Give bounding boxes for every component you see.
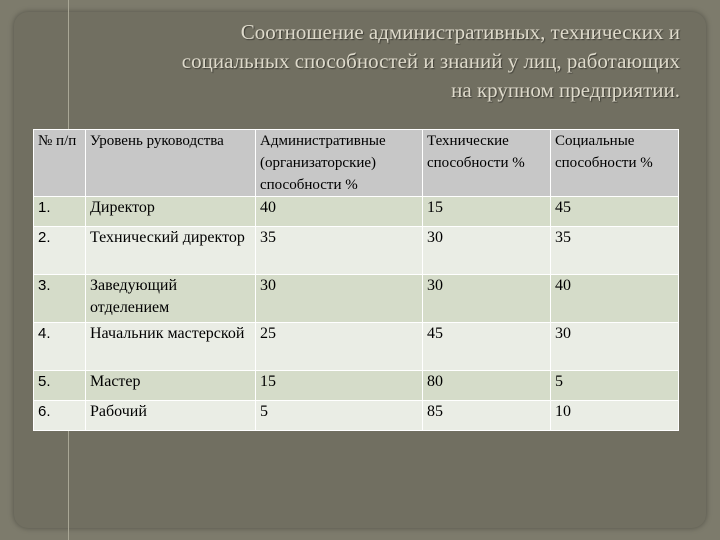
header-technical: Технические способности % bbox=[422, 129, 551, 197]
row-administrative: 15 bbox=[255, 370, 423, 401]
header-social: Социальные способности % bbox=[550, 129, 679, 197]
row-social: 35 bbox=[550, 226, 679, 275]
table-header-row: № п/п Уровень руководства Административн… bbox=[33, 129, 679, 197]
title-line-3: на крупном предприятии. bbox=[451, 78, 680, 102]
header-level: Уровень руководства bbox=[85, 129, 256, 197]
header-administrative: Административные (организаторские) спосо… bbox=[255, 129, 423, 197]
row-administrative: 35 bbox=[255, 226, 423, 275]
row-social: 10 bbox=[550, 400, 679, 431]
row-social: 30 bbox=[550, 322, 679, 371]
row-administrative: 30 bbox=[255, 274, 423, 323]
row-number: 6. bbox=[33, 400, 86, 431]
table-row: 1. Директор 40 15 45 bbox=[33, 196, 679, 227]
row-number: 2. bbox=[33, 226, 86, 275]
row-social: 40 bbox=[550, 274, 679, 323]
row-level: Заведующий отделением bbox=[85, 274, 256, 323]
row-technical: 30 bbox=[422, 226, 551, 275]
row-administrative: 25 bbox=[255, 322, 423, 371]
header-number: № п/п bbox=[33, 129, 86, 197]
slide-title: Соотношение административных, технически… bbox=[60, 18, 680, 105]
title-line-1: Соотношение административных, технически… bbox=[240, 20, 680, 44]
row-technical: 15 bbox=[422, 196, 551, 227]
row-social: 5 bbox=[550, 370, 679, 401]
row-level: Мастер bbox=[85, 370, 256, 401]
table-row: 5. Мастер 15 80 5 bbox=[33, 370, 679, 401]
row-number: 1. bbox=[33, 196, 86, 227]
row-administrative: 5 bbox=[255, 400, 423, 431]
table-row: 6. Рабочий 5 85 10 bbox=[33, 400, 679, 431]
row-technical: 45 bbox=[422, 322, 551, 371]
row-technical: 80 bbox=[422, 370, 551, 401]
row-technical: 85 bbox=[422, 400, 551, 431]
abilities-table: № п/п Уровень руководства Административн… bbox=[33, 129, 679, 431]
row-number: 4. bbox=[33, 322, 86, 371]
table-row: 3. Заведующий отделением 30 30 40 bbox=[33, 274, 679, 323]
row-technical: 30 bbox=[422, 274, 551, 323]
row-number: 3. bbox=[33, 274, 86, 323]
table-row: 2. Технический директор 35 30 35 bbox=[33, 226, 679, 275]
title-line-2: социальных способностей и знаний у лиц, … bbox=[181, 49, 680, 73]
row-administrative: 40 bbox=[255, 196, 423, 227]
row-level: Директор bbox=[85, 196, 256, 227]
table-row: 4. Начальник мастерской 25 45 30 bbox=[33, 322, 679, 371]
row-level: Технический директор bbox=[85, 226, 256, 275]
row-number: 5. bbox=[33, 370, 86, 401]
row-level: Начальник мастерской bbox=[85, 322, 256, 371]
row-social: 45 bbox=[550, 196, 679, 227]
row-level: Рабочий bbox=[85, 400, 256, 431]
